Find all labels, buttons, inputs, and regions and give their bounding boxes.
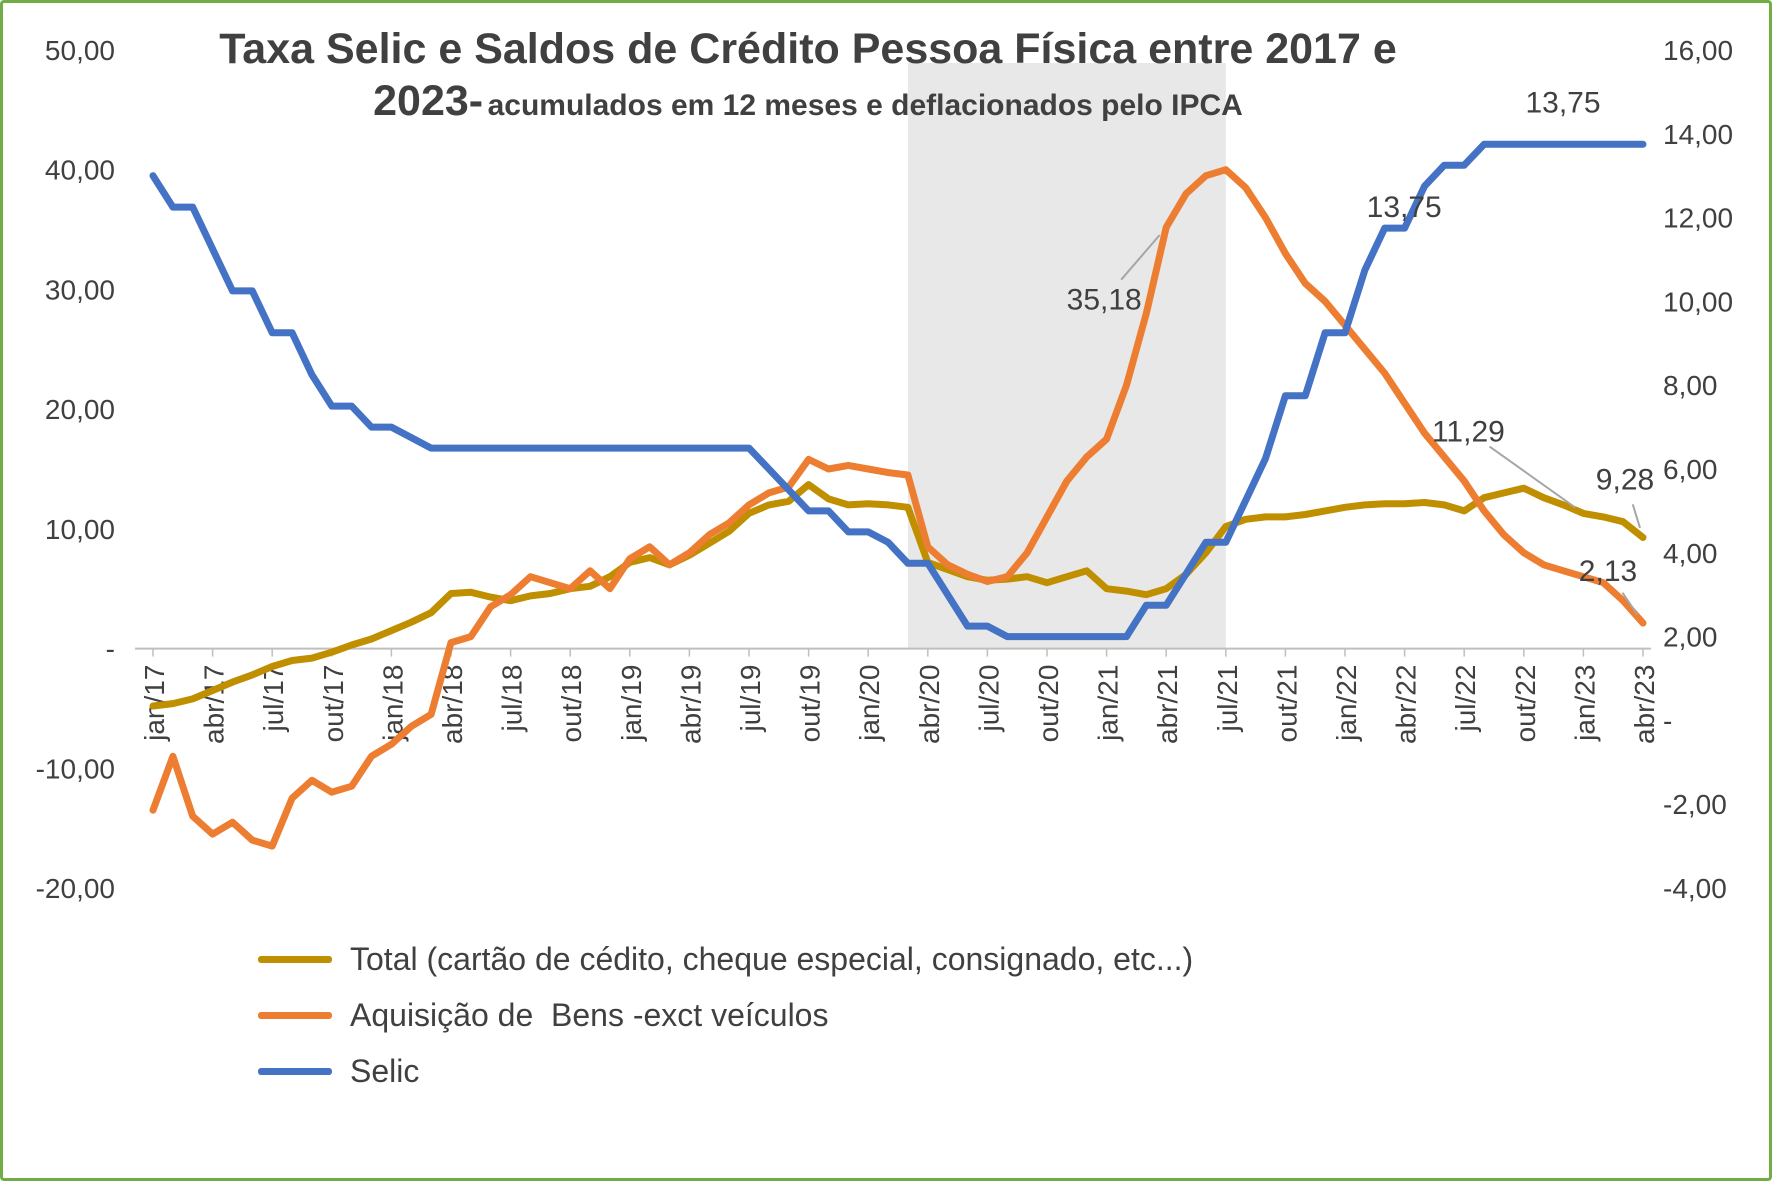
x-axis-tick-label: out/21 — [1271, 665, 1302, 743]
right-axis-tick-label: 12,00 — [1663, 203, 1733, 234]
right-axis-tick-label: 10,00 — [1663, 286, 1733, 317]
right-axis-tick-label: 14,00 — [1663, 119, 1733, 150]
legend-swatch-aquisicao-bens — [258, 1012, 332, 1019]
x-axis-tick-label: jul/18 — [497, 665, 528, 733]
annotation-leader-line — [1621, 592, 1639, 616]
left-axis-tick-label: -10,00 — [36, 753, 115, 784]
annotation-label: 13,75 — [1367, 191, 1442, 224]
legend-swatch-total — [258, 956, 332, 963]
annotation-label: 35,18 — [1067, 283, 1142, 316]
chart-title-year: 2023- — [373, 77, 484, 126]
x-axis-tick-label: abr/17 — [199, 665, 230, 744]
left-axis-tick-label: -20,00 — [36, 873, 115, 904]
legend-item-total[interactable]: Total (cartão de cédito, cheque especial… — [258, 941, 1193, 978]
right-axis-tick-label: 6,00 — [1663, 454, 1718, 485]
left-axis-tick-label: 10,00 — [45, 514, 115, 545]
x-axis-tick-label: jan/20 — [854, 665, 885, 742]
x-axis-tick-label: abr/22 — [1391, 665, 1422, 744]
right-axis-tick-label: 8,00 — [1663, 370, 1718, 401]
legend-item-selic[interactable]: Selic — [258, 1053, 1193, 1090]
legend-label-selic: Selic — [350, 1053, 420, 1089]
legend-label-aquisicao-bens: Aquisição de Bens -exct veículos — [350, 997, 829, 1033]
right-axis-tick-label: -2,00 — [1663, 789, 1727, 820]
x-axis-tick-label: abr/21 — [1152, 665, 1183, 744]
x-axis-tick-label: jan/19 — [616, 665, 647, 742]
right-axis-tick-label: 2,00 — [1663, 622, 1718, 653]
right-axis-tick-label: - — [1663, 705, 1672, 736]
x-axis-tick-label: out/18 — [556, 665, 587, 743]
left-axis-tick-label: - — [106, 634, 115, 665]
chart-title-line1: Taxa Selic e Saldos de Crédito Pessoa Fí… — [219, 25, 1397, 73]
left-axis-tick-label: 30,00 — [45, 274, 115, 305]
left-axis-tick-label: 50,00 — [45, 35, 115, 66]
chart-title: Taxa Selic e Saldos de Crédito Pessoa Fí… — [123, 23, 1493, 128]
left-axis-tick-label: 20,00 — [45, 394, 115, 425]
annotation-leader-line — [1631, 504, 1641, 529]
x-axis-tick-label: out/19 — [795, 665, 826, 743]
series-line-aquisicao-bens[interactable] — [149, 166, 1647, 850]
annotation-label: 9,28 — [1596, 463, 1654, 496]
annotation-label: 11,29 — [1432, 415, 1505, 448]
annotation-leader-line — [1488, 445, 1576, 509]
x-axis-tick-label: out/17 — [318, 665, 349, 743]
x-axis-tick-label: out/20 — [1033, 665, 1064, 743]
x-axis-tick-label: jan/22 — [1331, 665, 1362, 742]
series-line-total[interactable] — [149, 481, 1647, 710]
right-axis-tick-label: 4,00 — [1663, 538, 1718, 569]
annotation-label: 2,13 — [1579, 555, 1637, 588]
x-axis-tick-label: jan/21 — [1093, 665, 1124, 742]
legend-swatch-selic — [258, 1068, 332, 1075]
chart-legend: Total (cartão de cédito, cheque especial… — [258, 941, 1193, 1090]
right-axis-tick-label: -4,00 — [1663, 873, 1727, 904]
x-axis-tick-label: abr/19 — [675, 665, 706, 744]
x-axis-tick-label: out/22 — [1510, 665, 1541, 743]
x-axis-tick-label: abr/23 — [1629, 665, 1660, 744]
legend-item-aquisicao-bens[interactable]: Aquisição de Bens -exct veículos — [258, 997, 1193, 1034]
left-axis-tick-label: 40,00 — [45, 155, 115, 186]
x-axis-tick-label: jul/17 — [258, 665, 289, 733]
x-axis-tick-label: jan/23 — [1569, 665, 1600, 742]
annotation-label: 13,75 — [1525, 86, 1600, 119]
series-line-selic[interactable] — [149, 140, 1647, 641]
x-axis-tick-label: jul/19 — [735, 665, 766, 733]
x-axis-tick-label: abr/20 — [914, 665, 945, 744]
x-axis-tick-label: jul/20 — [973, 665, 1004, 733]
chart-plot-svg: 50,0040,0030,0020,0010,00--10,00-20,0016… — [36, 35, 1733, 904]
chart-subtitle: acumulados em 12 meses e deflacionados p… — [487, 89, 1243, 123]
annotation-leader-line — [1120, 234, 1161, 281]
right-axis-tick-label: 16,00 — [1663, 35, 1733, 66]
legend-label-total: Total (cartão de cédito, cheque especial… — [350, 941, 1194, 977]
x-axis-tick-label: jul/22 — [1450, 665, 1481, 733]
recession-band — [907, 63, 1226, 649]
x-axis-tick-label: jul/21 — [1212, 665, 1243, 733]
